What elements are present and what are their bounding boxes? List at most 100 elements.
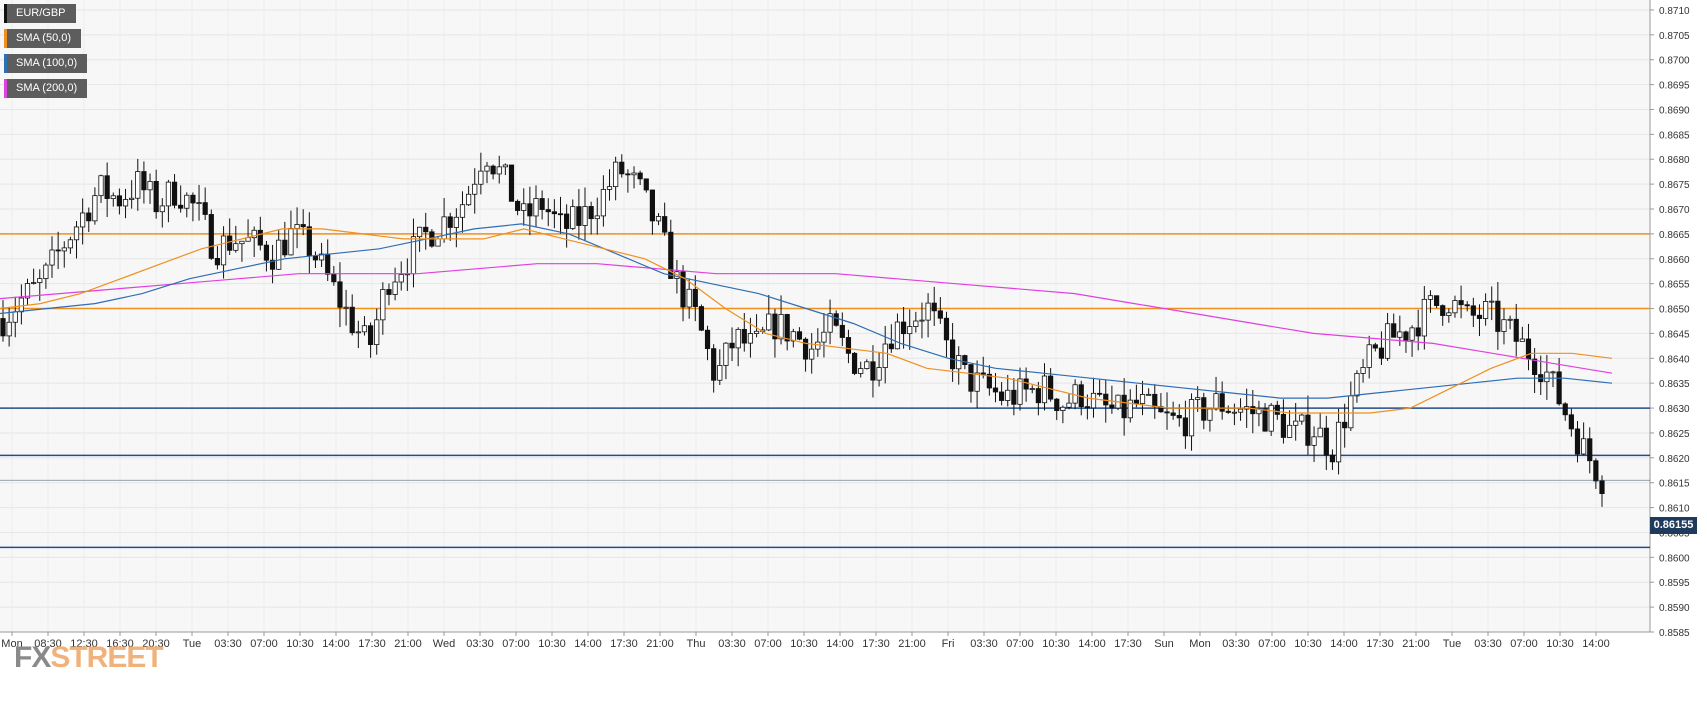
candle-down (153, 180, 159, 213)
candle-down (1182, 417, 1189, 437)
candle-down (1562, 403, 1568, 416)
candle-down (1568, 414, 1574, 430)
candle-down (1152, 393, 1158, 408)
x-tick-label: 17:30 (1114, 638, 1142, 650)
candle-down (741, 328, 747, 344)
y-tick-label: 0.8615 (1659, 479, 1690, 490)
candle-up (355, 331, 361, 334)
logo-street: STREET (50, 641, 163, 674)
legend-label: SMA (100,0) (16, 57, 78, 69)
x-tick-label: Mon (1189, 638, 1210, 650)
candle-down (851, 352, 858, 374)
candle-up (472, 183, 478, 195)
candle-up (827, 313, 833, 333)
candle-down (490, 165, 496, 175)
candle-up (747, 333, 754, 344)
candle-up (80, 212, 86, 228)
candle-up (1317, 427, 1323, 438)
candle-down (1415, 327, 1421, 337)
candle-down (527, 203, 533, 217)
candle-down (178, 204, 184, 209)
candle-up (12, 311, 18, 323)
candle-up (466, 193, 472, 206)
x-tick-label: 14:00 (1078, 638, 1106, 650)
candle-down (1372, 344, 1378, 349)
x-tick-label: 17:30 (610, 638, 638, 650)
candle-up (18, 297, 24, 313)
candle-up (239, 240, 245, 245)
candle-up (1029, 388, 1035, 390)
candle-down (1035, 388, 1041, 404)
candle-down (1323, 427, 1329, 456)
candle-up (1139, 394, 1146, 404)
candle-down (1403, 331, 1409, 341)
y-tick-label: 0.8675 (1659, 180, 1690, 191)
candle-up (318, 253, 325, 261)
candle-up (858, 368, 864, 374)
candle-up (129, 197, 135, 200)
candle-up (453, 216, 459, 228)
candle-up (631, 172, 637, 176)
y-tick-label: 0.8590 (1659, 603, 1690, 614)
legend-item-eurgbp[interactable]: EUR/GBP (4, 4, 76, 23)
candle-down (104, 175, 110, 199)
x-tick-label: 03:30 (970, 638, 998, 650)
candle-down (1495, 300, 1501, 332)
legend-item-sma200[interactable]: SMA (200,0) (4, 79, 88, 98)
candle-up (974, 372, 980, 392)
candle-down (698, 306, 705, 331)
candle-up (613, 161, 619, 188)
candle-up (220, 235, 227, 266)
candle-up (98, 175, 104, 197)
candle-down (1556, 371, 1562, 405)
legend-swatch (4, 54, 7, 73)
legend-item-sma100[interactable]: SMA (100,0) (4, 54, 88, 73)
candle-up (1090, 392, 1097, 409)
candle-up (919, 319, 925, 322)
candle-up (925, 302, 931, 321)
candle-up (1299, 414, 1305, 422)
x-tick-label: 17:30 (358, 638, 386, 650)
candle-down (1225, 410, 1231, 413)
candle-down (1274, 404, 1280, 415)
candle-down (1378, 347, 1385, 359)
x-tick-label: 07:00 (1510, 638, 1538, 650)
candle-down (1476, 314, 1483, 319)
candle-up (276, 239, 282, 270)
candle-up (882, 343, 888, 368)
candle-up (1544, 371, 1550, 383)
x-tick-label: 10:30 (1042, 638, 1070, 650)
candle-up (1041, 375, 1048, 404)
candle-up (778, 314, 784, 340)
x-tick-label: 17:30 (862, 638, 890, 650)
candle-up (502, 164, 508, 168)
y-tick-label: 0.8680 (1659, 155, 1690, 166)
y-tick-label: 0.8640 (1659, 354, 1690, 365)
candle-up (913, 320, 919, 327)
candle-up (31, 282, 37, 284)
candle-up (864, 361, 870, 369)
y-tick-label: 0.8710 (1659, 6, 1690, 17)
candle-down (949, 339, 956, 370)
candle-down (680, 271, 686, 308)
y-tick-label: 0.8665 (1659, 230, 1690, 241)
candle-up (717, 365, 723, 381)
candle-up (894, 321, 901, 350)
x-tick-label: 10:30 (286, 638, 314, 650)
candle-down (1470, 305, 1476, 316)
candle-up (1213, 393, 1219, 410)
candle-down (386, 289, 392, 295)
candle-up (570, 206, 576, 229)
candle-up (398, 274, 404, 283)
candle-down (367, 325, 374, 345)
candle-up (1146, 393, 1152, 396)
candle-up (343, 306, 349, 309)
candle-up (1581, 438, 1587, 455)
candle-down (900, 321, 907, 335)
x-tick-label: 07:00 (250, 638, 278, 650)
candle-up (1005, 389, 1011, 401)
candle-up (1237, 408, 1244, 413)
legend-item-sma50[interactable]: SMA (50,0) (4, 29, 82, 48)
candle-down (962, 355, 968, 365)
